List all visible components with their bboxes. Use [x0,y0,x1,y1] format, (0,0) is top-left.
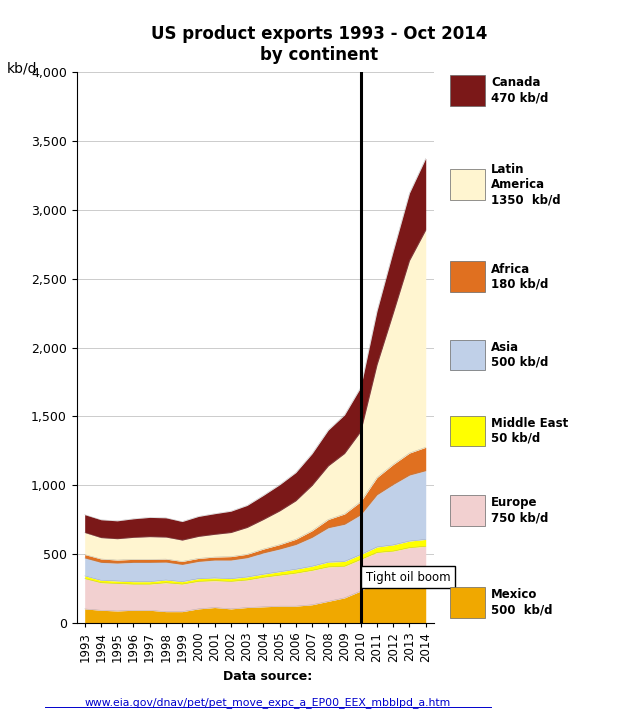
Text: Canada
470 kb/d: Canada 470 kb/d [491,77,549,104]
Text: Mexico
500  kb/d: Mexico 500 kb/d [491,589,553,616]
Text: Data source:: Data source: [223,670,313,683]
Text: www.eia.gov/dnav/pet/pet_move_expc_a_EP00_EEX_mbblpd_a.htm: www.eia.gov/dnav/pet/pet_move_expc_a_EP0… [85,696,451,708]
Text: US product exports 1993 - Oct 2014
by continent: US product exports 1993 - Oct 2014 by co… [151,25,487,64]
Text: Europe
750 kb/d: Europe 750 kb/d [491,497,549,524]
Text: kb/d: kb/d [6,62,37,75]
Text: Latin
America
1350  kb/d: Latin America 1350 kb/d [491,163,561,206]
Text: Asia
500 kb/d: Asia 500 kb/d [491,341,549,369]
Text: Middle East
50 kb/d: Middle East 50 kb/d [491,417,568,445]
Text: Africa
180 kb/d: Africa 180 kb/d [491,263,549,290]
Text: Tight oil boom: Tight oil boom [366,571,450,584]
